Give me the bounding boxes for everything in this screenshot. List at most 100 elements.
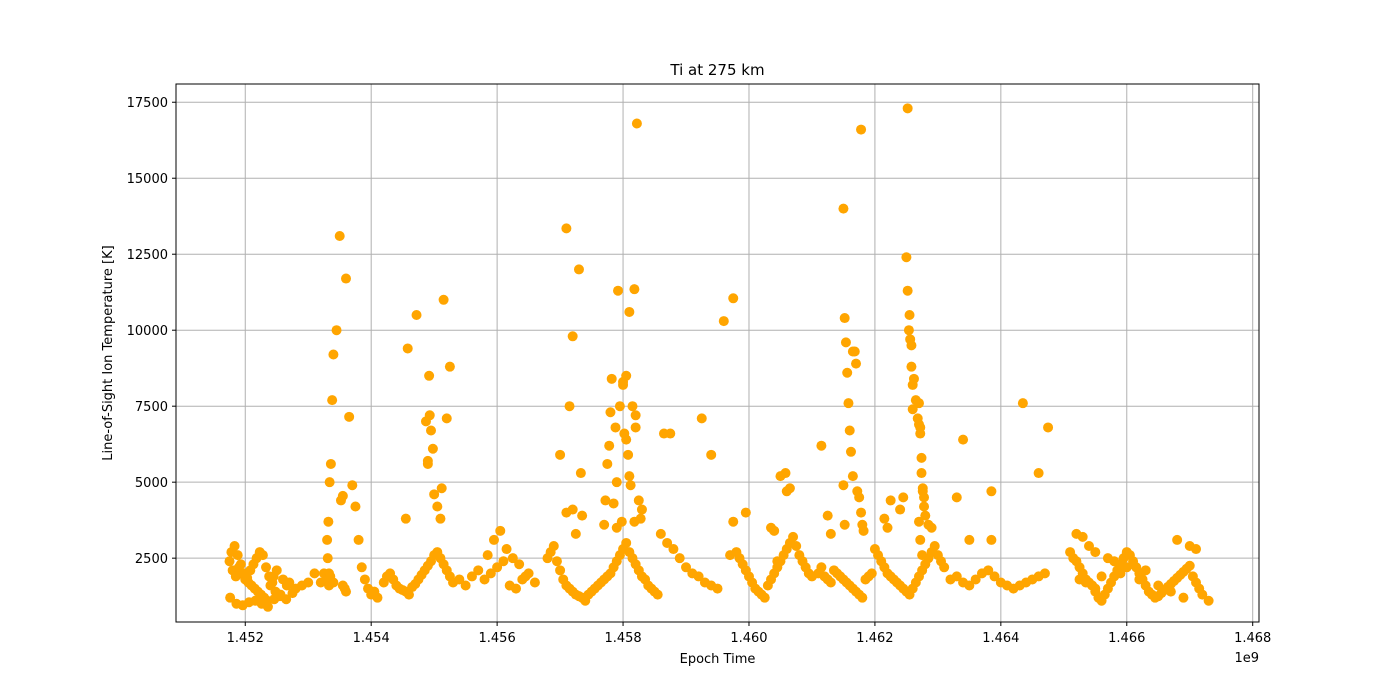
axis-ticks: 1.452 1.454 1.456 1.458 1.460 1.462 1.464 1.466… bbox=[127, 96, 1272, 646]
data-point bbox=[555, 449, 566, 460]
data-point bbox=[1039, 568, 1050, 579]
data-point bbox=[631, 118, 642, 129]
data-point bbox=[916, 468, 927, 479]
data-point bbox=[605, 407, 616, 418]
data-point bbox=[839, 313, 850, 324]
x-tick-label: 1.452 bbox=[227, 631, 264, 646]
data-point bbox=[498, 556, 509, 567]
data-point bbox=[287, 588, 298, 599]
data-point bbox=[919, 492, 930, 503]
data-point bbox=[784, 483, 795, 494]
data-point bbox=[492, 562, 503, 573]
data-point bbox=[652, 589, 663, 600]
data-point bbox=[882, 522, 893, 533]
data-point bbox=[740, 507, 751, 518]
data-point bbox=[1077, 531, 1088, 542]
data-point bbox=[400, 513, 411, 524]
data-point bbox=[902, 103, 913, 114]
data-point bbox=[838, 480, 849, 491]
data-point bbox=[1080, 577, 1091, 588]
data-point bbox=[712, 583, 723, 594]
data-point bbox=[1109, 556, 1120, 567]
data-point bbox=[454, 574, 465, 585]
x-tick-label: 1.468 bbox=[1234, 631, 1271, 646]
data-point bbox=[1172, 534, 1183, 545]
data-point bbox=[323, 516, 334, 527]
data-points bbox=[224, 103, 1214, 612]
data-point bbox=[919, 501, 930, 512]
data-point bbox=[1090, 547, 1101, 558]
data-point bbox=[696, 413, 707, 424]
data-point bbox=[913, 398, 924, 409]
data-point bbox=[275, 589, 286, 600]
data-point bbox=[627, 401, 638, 412]
data-point bbox=[411, 310, 422, 321]
data-point bbox=[337, 490, 348, 501]
data-point bbox=[854, 492, 865, 503]
data-point bbox=[623, 449, 634, 460]
data-point bbox=[422, 455, 433, 466]
data-point bbox=[328, 349, 339, 360]
data-point bbox=[903, 325, 914, 336]
data-point bbox=[441, 413, 452, 424]
data-point bbox=[359, 574, 370, 585]
data-point bbox=[856, 507, 867, 518]
data-point bbox=[907, 404, 918, 415]
data-point bbox=[257, 550, 268, 561]
data-point bbox=[857, 592, 868, 603]
data-point bbox=[1153, 580, 1164, 591]
data-point bbox=[424, 370, 435, 381]
data-point bbox=[561, 223, 572, 234]
y-axis-label: Line-of-Sight Ion Temperature [K] bbox=[101, 245, 116, 460]
data-point bbox=[668, 544, 679, 555]
data-point bbox=[436, 483, 447, 494]
data-point bbox=[621, 434, 632, 445]
data-point bbox=[473, 565, 484, 576]
data-point bbox=[520, 571, 531, 582]
data-point bbox=[908, 373, 919, 384]
data-point bbox=[759, 592, 770, 603]
data-point bbox=[600, 495, 611, 506]
data-point bbox=[706, 449, 717, 460]
data-point bbox=[681, 562, 692, 573]
data-point bbox=[986, 486, 997, 497]
data-point bbox=[460, 580, 471, 591]
data-point bbox=[427, 443, 438, 454]
data-point bbox=[674, 553, 685, 564]
data-point bbox=[915, 422, 926, 433]
data-point bbox=[885, 495, 896, 506]
data-point bbox=[1090, 583, 1101, 594]
data-point bbox=[341, 586, 352, 597]
data-point bbox=[904, 310, 915, 321]
data-point bbox=[334, 230, 345, 241]
data-point bbox=[655, 528, 666, 539]
data-point bbox=[347, 480, 358, 491]
data-point bbox=[1083, 541, 1094, 552]
data-point bbox=[610, 422, 621, 433]
data-point bbox=[327, 395, 338, 406]
data-point bbox=[847, 346, 858, 357]
data-point bbox=[718, 316, 729, 327]
data-point bbox=[444, 361, 455, 372]
data-point bbox=[485, 568, 496, 579]
data-point bbox=[895, 504, 906, 515]
data-point bbox=[879, 513, 890, 524]
data-point bbox=[324, 477, 335, 488]
data-point bbox=[564, 401, 575, 412]
data-point bbox=[791, 541, 802, 552]
data-point bbox=[728, 516, 739, 527]
data-point bbox=[845, 446, 856, 457]
data-point bbox=[341, 273, 352, 284]
data-point bbox=[915, 534, 926, 545]
data-point bbox=[986, 534, 997, 545]
data-point bbox=[435, 513, 446, 524]
data-point bbox=[929, 541, 940, 552]
x-tick-label: 1.458 bbox=[604, 631, 641, 646]
data-point bbox=[1017, 398, 1028, 409]
y-tick-label: 2500 bbox=[135, 552, 168, 567]
data-point bbox=[267, 577, 278, 588]
data-point bbox=[1165, 586, 1176, 597]
data-point bbox=[624, 306, 635, 317]
data-point bbox=[693, 571, 704, 582]
data-point bbox=[901, 252, 912, 263]
